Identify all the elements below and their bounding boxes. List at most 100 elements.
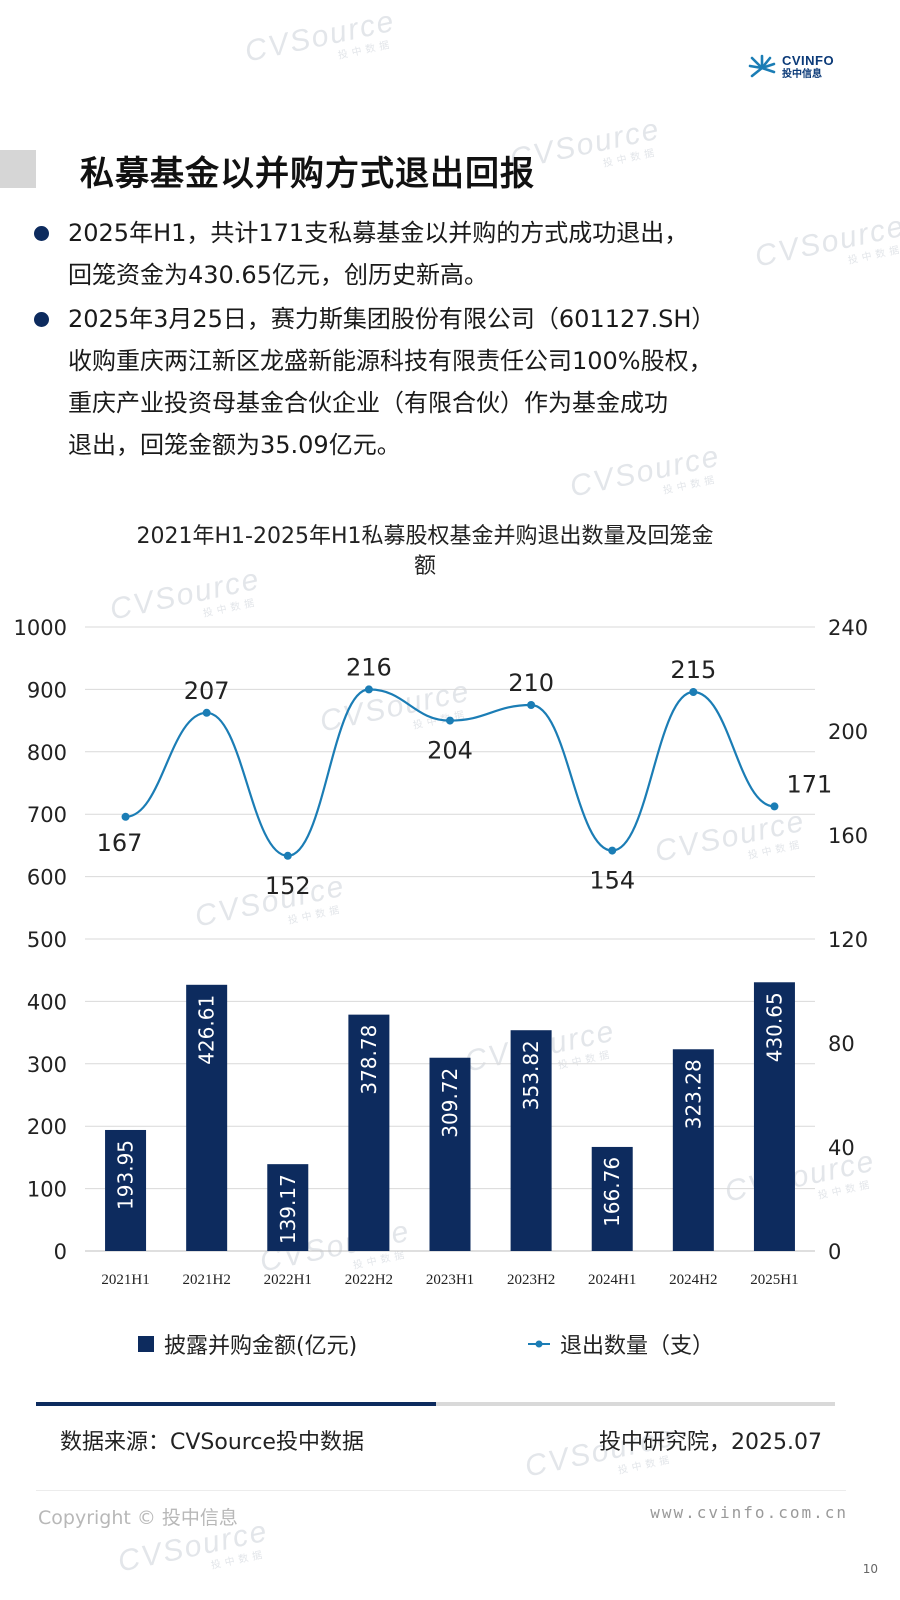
y-right-tick-label: 40 — [828, 1136, 855, 1160]
x-tick-label: 2024H1 — [588, 1272, 636, 1288]
legend-line-marker-icon — [528, 1340, 550, 1348]
y-right-tick-label: 160 — [828, 824, 868, 848]
bar — [186, 984, 228, 1251]
line-data-label: 152 — [265, 872, 311, 900]
bullet-item: 2025年3月25日，赛力斯集团股份有限公司（601127.SH） 收购重庆两江… — [30, 298, 880, 466]
bullet-line: 退出，回笼金额为35.09亿元。 — [68, 431, 401, 459]
legend-bar-swatch-icon — [138, 1336, 154, 1352]
bar-data-label: 353.82 — [519, 1040, 543, 1110]
x-tick-label: 2023H2 — [507, 1272, 555, 1288]
y-left-tick-label: 400 — [27, 990, 67, 1014]
logo: CVINFO 投中信息 — [748, 54, 834, 82]
bar-data-label: 378.78 — [357, 1025, 381, 1095]
bullet-line: 回笼资金为430.65亿元，创历史新高。 — [68, 261, 488, 289]
line-data-label: 204 — [427, 737, 473, 765]
legend-item-line: 退出数量（支） — [528, 1328, 714, 1360]
y-left-tick-label: 800 — [27, 741, 67, 765]
line-point — [364, 685, 373, 694]
website-link[interactable]: www.cvinfo.com.cn — [650, 1503, 848, 1522]
y-left-tick-label: 900 — [27, 678, 67, 702]
y-right-tick-label: 120 — [828, 928, 868, 952]
bar-data-label: 309.72 — [438, 1068, 462, 1138]
bullet-item: 2025年H1，共计171支私募基金以并购的方式成功退出， 回笼资金为430.6… — [30, 212, 880, 296]
bar — [510, 1030, 552, 1251]
line-series — [125, 688, 775, 857]
line-point — [770, 802, 779, 811]
bar — [753, 982, 795, 1251]
line-point — [608, 846, 617, 855]
copyright: Copyright © 投中信息 — [38, 1507, 238, 1529]
y-left-tick-label: 0 — [54, 1240, 67, 1264]
footer-divider — [36, 1490, 846, 1491]
y-left-tick-label: 500 — [27, 928, 67, 952]
bullet-icon — [34, 226, 49, 241]
bar — [429, 1057, 471, 1251]
bullet-line: 2025年3月25日，赛力斯集团股份有限公司（601127.SH） — [68, 305, 716, 333]
data-source: 数据来源：CVSource投中数据 — [60, 1430, 364, 1455]
line-data-label: 216 — [346, 653, 392, 681]
x-tick-label: 2022H1 — [264, 1272, 312, 1288]
page-title: 私募基金以并购方式退出回报 — [80, 154, 535, 194]
chart-title: 2021年H1-2025年H1私募股权基金并购退出数量及回笼金 额 — [70, 522, 780, 582]
publisher-date: 投中研究院，2025.07 — [599, 1430, 822, 1455]
page-number: 10 — [862, 1562, 878, 1576]
x-tick-label: 2021H1 — [101, 1272, 149, 1288]
combo-chart: 0 100 200 300 400 500 600 700 800 900 1000 0 40 80 120… — [14, 616, 869, 1288]
legend-label: 披露并购金额(亿元) — [164, 1334, 358, 1359]
chart-title-line: 额 — [413, 554, 436, 579]
line-data-label: 207 — [184, 677, 230, 705]
x-tick-label: 2023H1 — [426, 1272, 474, 1288]
y-left-tick-label: 600 — [27, 866, 67, 890]
line-point — [121, 812, 130, 821]
line-point — [527, 701, 536, 709]
bullet-list: 2025年H1，共计171支私募基金以并购的方式成功退出， 回笼资金为430.6… — [30, 212, 880, 468]
y-left-tick-label: 200 — [27, 1115, 67, 1139]
y-left-tick-label: 300 — [27, 1053, 67, 1077]
y-right-tick-label: 80 — [828, 1032, 855, 1056]
line-data-label: 215 — [670, 656, 716, 684]
y-right-tick-label: 0 — [828, 1240, 841, 1264]
y-left-tick-label: 700 — [27, 803, 67, 827]
logo-text-en: CVINFO — [782, 53, 835, 68]
logo-icon — [748, 54, 776, 78]
bar — [672, 1049, 714, 1251]
line-point — [689, 688, 698, 696]
y-right-tick-label: 240 — [828, 616, 868, 640]
bar-data-label: 323.28 — [681, 1059, 705, 1129]
logo-text-cn: 投中信息 — [782, 69, 822, 80]
bullet-line: 2025年H1，共计171支私募基金以并购的方式成功退出， — [68, 219, 689, 247]
bar-data-label: 193.95 — [114, 1140, 138, 1210]
bullet-icon — [34, 312, 49, 327]
bar — [105, 1129, 147, 1251]
line-data-label: 171 — [786, 770, 832, 798]
legend-item-bar: 披露并购金额(亿元) — [138, 1328, 357, 1360]
line-data-label: 154 — [589, 867, 635, 895]
bar-data-label: 430.65 — [762, 992, 786, 1062]
bullet-line: 收购重庆两江新区龙盛新能源科技有限责任公司100%股权， — [68, 347, 713, 375]
legend-label: 退出数量（支） — [560, 1334, 715, 1359]
title-accent-bar — [0, 150, 36, 188]
y-right-tick-label: 200 — [828, 720, 868, 744]
line-data-label: 210 — [508, 669, 554, 697]
bar — [348, 1014, 390, 1251]
line-data-label: 167 — [97, 829, 143, 857]
line-point — [283, 851, 292, 860]
x-tick-label: 2025H1 — [750, 1272, 798, 1288]
divider — [436, 1402, 835, 1406]
x-tick-label: 2024H2 — [669, 1272, 717, 1288]
bullet-line: 重庆产业投资母基金合伙企业（有限合伙）作为基金成功 — [68, 389, 668, 417]
bar — [591, 1146, 633, 1251]
x-tick-label: 2022H2 — [345, 1272, 393, 1288]
x-tick-label: 2021H2 — [182, 1272, 230, 1288]
line-point — [202, 708, 211, 717]
y-left-tick-label: 100 — [27, 1178, 67, 1202]
y-left-tick-label: 1000 — [14, 616, 67, 640]
bar-data-label: 166.76 — [600, 1157, 624, 1227]
bar-data-label: 426.61 — [195, 995, 219, 1065]
divider — [36, 1402, 436, 1406]
chart-title-line: 2021年H1-2025年H1私募股权基金并购退出数量及回笼金 — [136, 524, 714, 549]
bar-data-label: 139.17 — [276, 1174, 300, 1244]
line-point — [446, 716, 454, 725]
bar — [267, 1164, 309, 1251]
